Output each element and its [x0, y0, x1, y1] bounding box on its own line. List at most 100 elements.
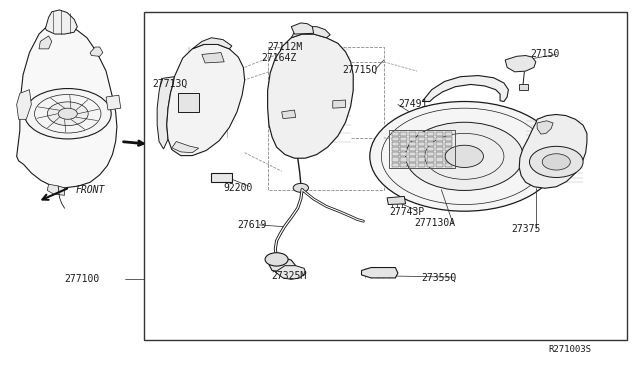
Bar	[401, 132, 408, 136]
Polygon shape	[519, 84, 527, 90]
Polygon shape	[291, 23, 314, 34]
Circle shape	[24, 89, 111, 139]
Text: 27112M: 27112M	[268, 42, 303, 52]
Text: 27375: 27375	[511, 224, 541, 234]
Bar	[436, 147, 444, 151]
Polygon shape	[45, 10, 77, 34]
Bar	[410, 163, 417, 167]
Bar	[436, 137, 444, 141]
Polygon shape	[291, 27, 330, 38]
Bar	[419, 142, 426, 146]
Bar	[392, 157, 399, 161]
Polygon shape	[422, 76, 508, 102]
Bar	[419, 132, 426, 136]
Polygon shape	[333, 100, 346, 108]
Bar	[145, 12, 627, 340]
Bar	[428, 132, 435, 136]
Circle shape	[370, 102, 559, 211]
Polygon shape	[268, 34, 353, 158]
Bar	[436, 157, 444, 161]
Bar	[445, 147, 452, 151]
Bar	[392, 163, 399, 167]
Text: FRONT: FRONT	[76, 186, 106, 195]
Bar	[445, 132, 452, 136]
Polygon shape	[211, 173, 232, 182]
Text: R271003S: R271003S	[548, 345, 591, 354]
Bar	[436, 152, 444, 156]
Polygon shape	[192, 38, 232, 49]
Bar	[445, 142, 452, 146]
Bar	[401, 137, 408, 141]
Bar	[392, 152, 399, 156]
Text: 27715Q: 27715Q	[342, 64, 378, 74]
Bar	[419, 137, 426, 141]
Text: 277100: 277100	[65, 275, 100, 284]
Bar	[428, 163, 435, 167]
Bar	[410, 132, 417, 136]
Text: 27491: 27491	[398, 99, 428, 109]
Polygon shape	[157, 77, 174, 149]
Polygon shape	[39, 36, 52, 49]
Bar	[392, 132, 399, 136]
Bar	[428, 142, 435, 146]
Bar	[410, 142, 417, 146]
Polygon shape	[269, 258, 296, 272]
Circle shape	[293, 183, 308, 192]
Bar	[436, 142, 444, 146]
Bar	[436, 163, 444, 167]
Polygon shape	[106, 95, 121, 110]
Text: 27164Z: 27164Z	[261, 53, 296, 63]
Circle shape	[58, 108, 77, 119]
Bar	[445, 152, 452, 156]
Polygon shape	[537, 121, 553, 134]
Text: 27743P: 27743P	[389, 207, 424, 217]
Bar	[419, 147, 426, 151]
Bar	[428, 137, 435, 141]
Bar	[419, 157, 426, 161]
Bar	[401, 157, 408, 161]
Bar	[428, 147, 435, 151]
Text: 92200: 92200	[223, 183, 252, 193]
Text: 27619: 27619	[237, 220, 266, 230]
Circle shape	[265, 253, 288, 266]
Circle shape	[542, 154, 570, 170]
Circle shape	[406, 122, 523, 190]
Bar	[428, 152, 435, 156]
Polygon shape	[362, 267, 398, 278]
Bar	[401, 152, 408, 156]
Polygon shape	[172, 141, 198, 153]
Bar	[401, 142, 408, 146]
Polygon shape	[202, 52, 224, 63]
Text: 277130A: 277130A	[415, 218, 456, 228]
Polygon shape	[90, 47, 103, 56]
Bar	[445, 163, 452, 167]
Bar	[410, 152, 417, 156]
Polygon shape	[519, 115, 587, 188]
Polygon shape	[17, 90, 31, 119]
Bar	[392, 147, 399, 151]
Polygon shape	[178, 93, 198, 112]
Text: 27150: 27150	[531, 49, 560, 60]
Circle shape	[47, 102, 88, 126]
Polygon shape	[167, 44, 244, 155]
Bar	[392, 137, 399, 141]
Polygon shape	[17, 23, 117, 188]
Bar	[419, 152, 426, 156]
Text: 27355Q: 27355Q	[421, 273, 456, 283]
Polygon shape	[282, 110, 296, 119]
Bar	[436, 132, 444, 136]
Polygon shape	[505, 55, 536, 72]
Circle shape	[445, 145, 483, 167]
Bar	[428, 157, 435, 161]
Bar	[392, 142, 399, 146]
Bar	[401, 163, 408, 167]
Bar	[410, 157, 417, 161]
Bar	[445, 137, 452, 141]
Polygon shape	[275, 266, 306, 279]
Bar	[445, 157, 452, 161]
Bar	[419, 163, 426, 167]
Text: 27325M: 27325M	[271, 271, 307, 281]
Polygon shape	[47, 184, 65, 195]
Text: 27713Q: 27713Q	[153, 79, 188, 89]
Polygon shape	[387, 196, 406, 205]
